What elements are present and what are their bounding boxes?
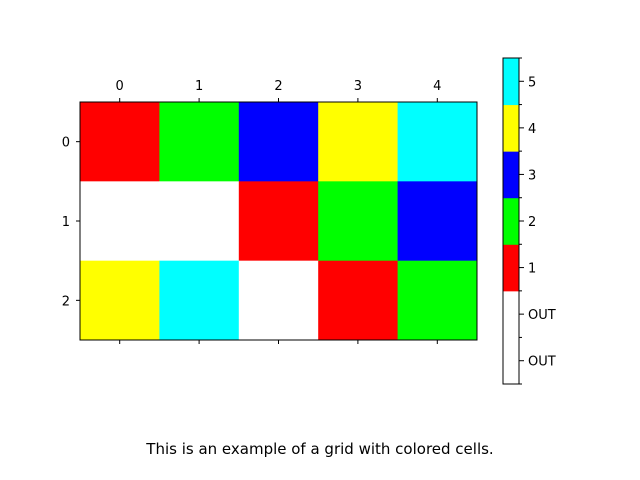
x-tick-label: 3: [354, 79, 362, 94]
colorbar-tick-label: 4: [528, 122, 536, 137]
colorbar: [503, 58, 519, 385]
colorbar-segment: [503, 337, 519, 385]
heatmap-cell: [159, 260, 240, 341]
colorbar-tick-label: 2: [528, 215, 536, 230]
heatmap-cells: [80, 102, 478, 341]
heatmap-cell: [397, 181, 478, 262]
heatmap-cell: [80, 102, 160, 182]
colorbar-tick-label: 3: [528, 168, 536, 183]
heatmap-cell: [397, 102, 478, 182]
y-tick-label: 0: [62, 136, 70, 151]
x-axis-ticks: 0 1 2 3 4: [116, 79, 441, 344]
heatmap-cell: [397, 260, 478, 341]
colorbar-segment: [503, 104, 519, 152]
heatmap-cell: [238, 260, 319, 341]
colorbar-tick-label: OUT: [528, 355, 556, 370]
y-tick-label: 2: [62, 294, 70, 309]
heatmap-cell: [80, 181, 160, 262]
y-axis-ticks: 0 1 2: [62, 136, 80, 309]
heatmap-cell: [159, 181, 240, 262]
heatmap-cell: [238, 102, 319, 182]
colorbar-segment: [503, 197, 519, 245]
heatmap-cell: [318, 260, 399, 341]
colorbar-segment: [503, 58, 519, 106]
colorbar-ticks: OUT OUT 1 2 3 4 5: [519, 57, 556, 385]
heatmap-cell: [318, 102, 399, 182]
colorbar-tick-label: OUT: [528, 308, 556, 323]
colorbar-segment: [503, 290, 519, 338]
heatmap-cell: [80, 260, 160, 341]
y-tick-label: 1: [62, 215, 70, 230]
heatmap-cell: [318, 181, 399, 262]
chart-caption: This is an example of a grid with colore…: [146, 440, 494, 458]
x-tick-label: 0: [116, 79, 124, 94]
colorbar-tick-label: 5: [528, 75, 536, 90]
x-tick-label: 2: [274, 79, 282, 94]
heatmap-cell: [238, 181, 319, 262]
x-tick-label: 1: [195, 79, 203, 94]
x-tick-label: 4: [433, 79, 441, 94]
colorbar-segment: [503, 151, 519, 199]
colorbar-tick-label: 1: [528, 262, 536, 277]
heatmap-cell: [159, 102, 240, 182]
colorbar-segment: [503, 244, 519, 292]
